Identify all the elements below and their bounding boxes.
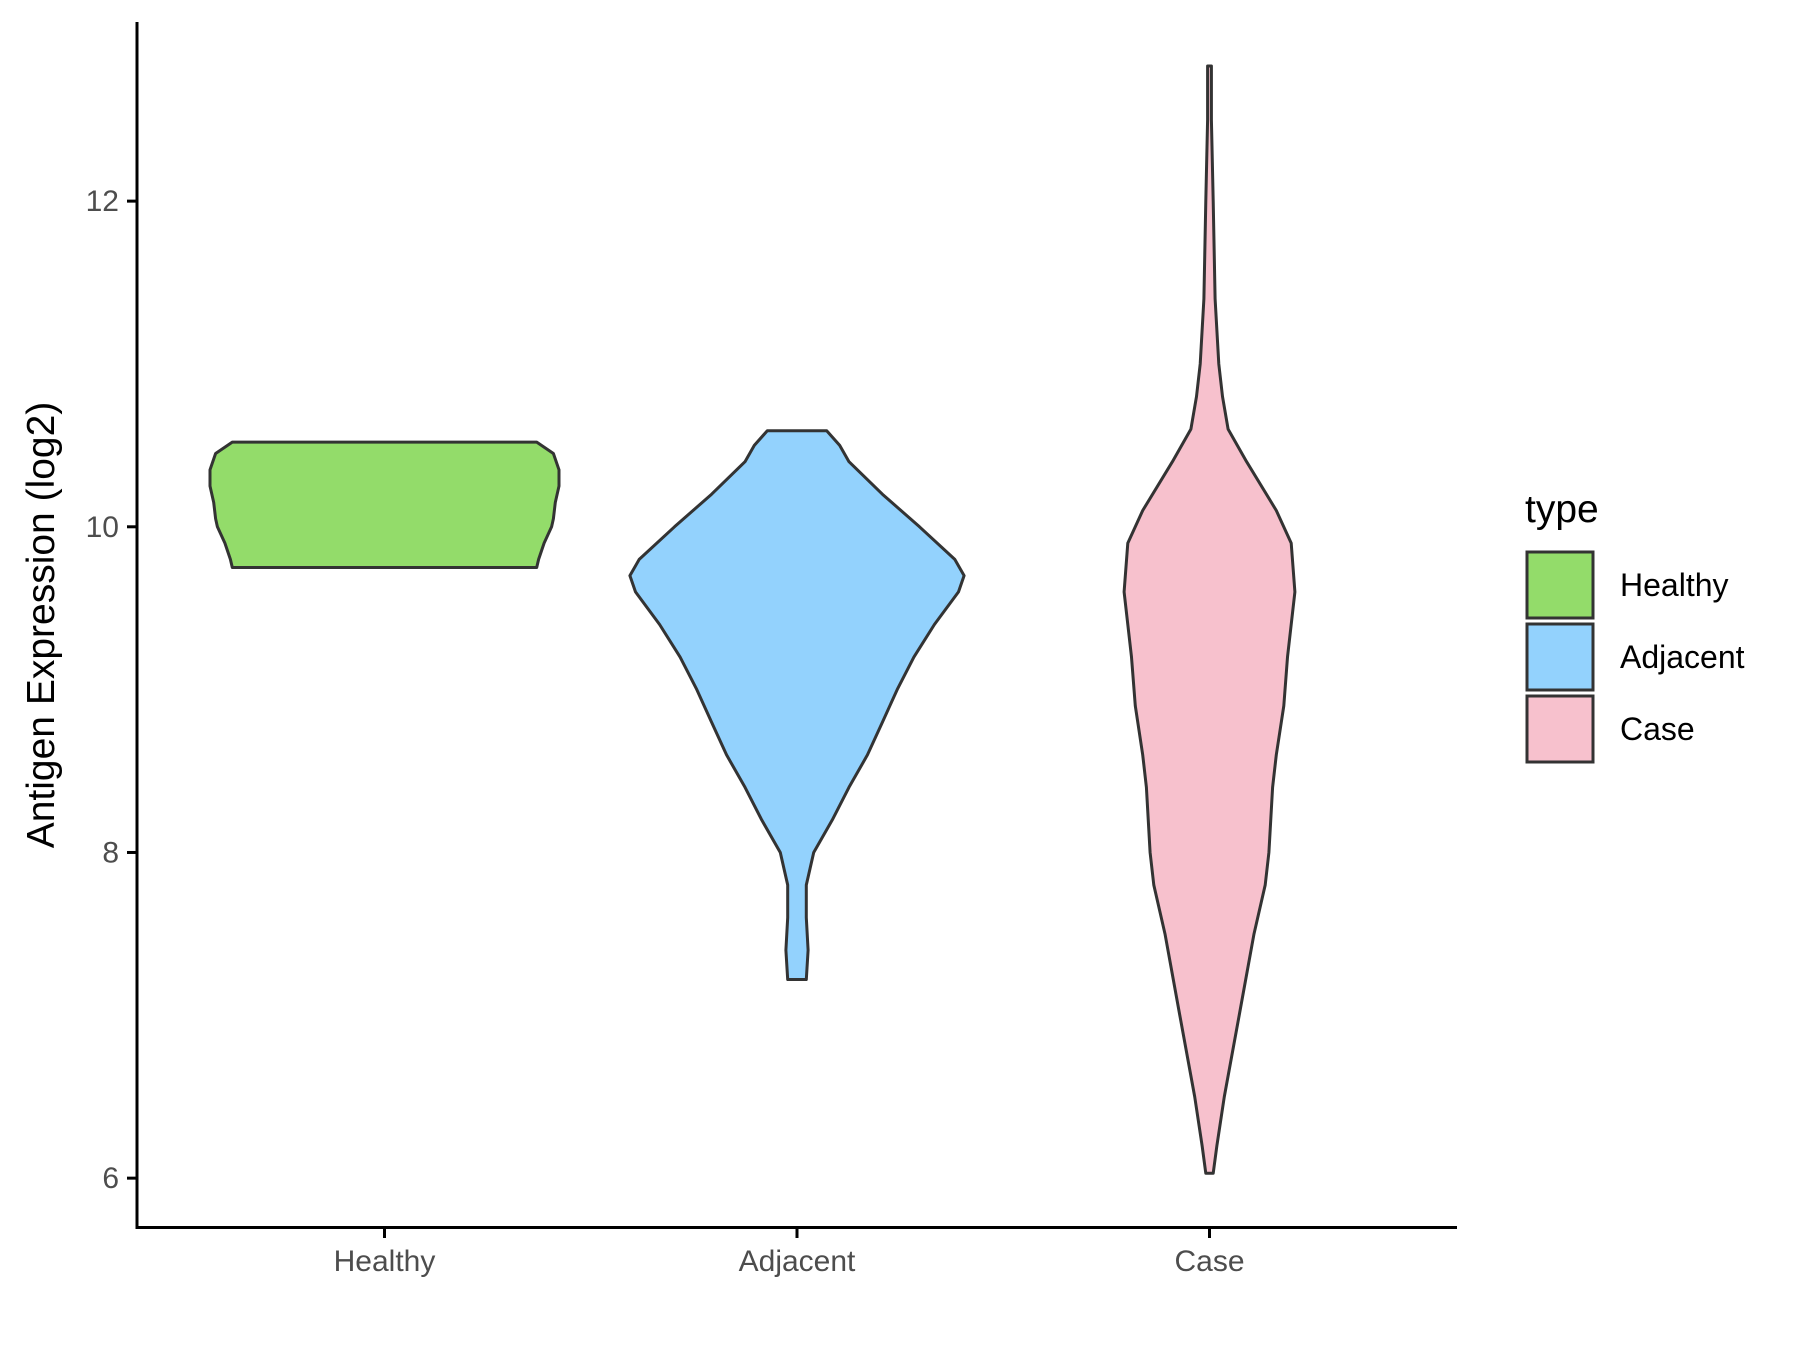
x-tick-label: Healthy [334, 1245, 436, 1278]
legend-key-case [1525, 694, 1595, 764]
legend-items: Healthy Adjacent Case [1525, 550, 1745, 764]
legend-key-adjacent [1525, 622, 1595, 692]
violin-adjacent [628, 429, 966, 981]
violin-healthy [208, 440, 561, 569]
y-tick-label: 8 [102, 836, 119, 869]
legend: type Healthy Adjacent Case [1525, 488, 1745, 764]
legend-label-case: Case [1620, 711, 1695, 747]
violin-case [1122, 64, 1297, 1175]
legend-label-healthy: Healthy [1620, 567, 1729, 603]
legend-label-adjacent: Adjacent [1620, 639, 1745, 675]
y-tick-label: 12 [86, 185, 119, 218]
y-tick-label: 10 [86, 511, 119, 544]
y-tick-label: 6 [102, 1162, 119, 1195]
x-tick-label: Adjacent [739, 1245, 856, 1278]
legend-key-healthy [1525, 550, 1595, 620]
legend-title: type [1525, 488, 1599, 531]
y-axis-title: Antigen Expression (log2) [20, 402, 63, 849]
x-axis-ticks: Healthy Adjacent Case [334, 1227, 1245, 1278]
violin-layer [208, 64, 1297, 1175]
x-tick-label: Case [1174, 1245, 1244, 1278]
y-axis-ticks: 6 8 10 12 [86, 185, 137, 1195]
